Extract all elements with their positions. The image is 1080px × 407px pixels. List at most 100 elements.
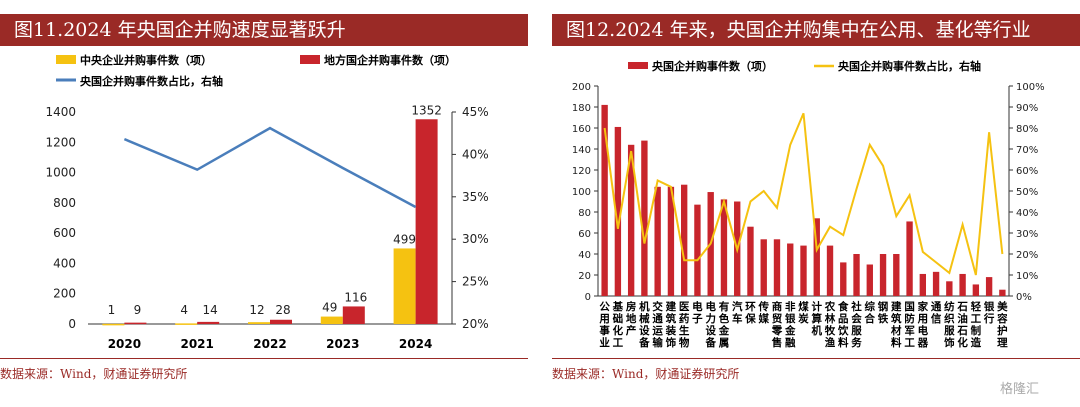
legend-label-central: 中央企业并购事件数（项）: [80, 53, 212, 67]
x-axis-category-label: 贸: [772, 312, 783, 325]
x-axis-category-label: 铁: [878, 312, 889, 325]
right-axis-tick-label: 70%: [1016, 145, 1038, 156]
right-chart-title: 图12.2024 年来，央国企并购集中在公用、基化等行业: [552, 14, 1080, 46]
legend-label-count: 央国企并购事件数（项）: [652, 59, 773, 73]
x-axis-category-label: 子: [692, 313, 703, 325]
x-axis-category-label: 筑: [665, 312, 677, 325]
x-axis-category-label: 织: [944, 312, 955, 325]
left-axis-tick-label: 80: [578, 208, 591, 219]
right-axis-tick-label: 45%: [462, 105, 489, 119]
bar-count: [959, 273, 966, 296]
x-axis-category-label: 商: [772, 300, 783, 313]
x-axis-category-label: 计: [812, 300, 823, 313]
left-axis-tick-label: 800: [53, 196, 76, 210]
right-axis-tick-label: 50%: [1016, 187, 1038, 198]
x-axis-category-label: 饰: [944, 336, 955, 349]
x-axis-category-label: 务: [851, 336, 862, 349]
x-axis-category-label: 容: [996, 312, 1008, 325]
x-axis-category-label: 会: [851, 312, 862, 325]
x-axis-category-label: 物: [679, 336, 690, 349]
x-axis-category-label: 渔: [825, 336, 836, 349]
x-axis-category-label: 材: [890, 324, 902, 337]
bar-count: [932, 271, 940, 296]
x-axis-category-label: 饮: [837, 324, 849, 337]
x-axis-category-label: 用: [598, 313, 610, 325]
data-label-central: 12: [249, 303, 264, 317]
x-axis-category-label: 林: [825, 312, 836, 325]
x-axis-category-label: 品: [838, 313, 849, 325]
legend-swatch-local: [300, 55, 320, 64]
left-axis-tick-label: 60: [578, 229, 591, 240]
x-axis-category-label: 2022: [253, 337, 286, 351]
watermark-logo: 格隆汇: [1000, 382, 1040, 397]
x-axis-category-label: 生: [679, 324, 690, 337]
x-axis-category-label: 色: [719, 312, 730, 325]
data-label-central: 499: [393, 232, 416, 246]
x-axis-category-label: 有: [719, 300, 730, 313]
x-axis-category-label: 器: [917, 337, 929, 349]
bar-central: [320, 316, 343, 324]
left-axis-tick-label: 140: [572, 145, 591, 156]
x-axis-category-label: 属: [718, 337, 730, 349]
x-axis-category-label: 设: [639, 324, 650, 337]
right-chart: 央国企并购事件数（项） 央国企并购事件数占比，右轴 0 20 40 60 80 100 120 1…: [572, 59, 1045, 349]
x-axis-category-label: 饰: [666, 336, 677, 349]
legend-label-local: 地方国企并购事件数（项）: [324, 53, 456, 67]
bar-count: [773, 239, 781, 296]
x-axis-category-label: 轻: [971, 300, 982, 313]
bar-local: [415, 119, 438, 324]
x-axis-category-label: 地: [626, 312, 637, 325]
bar-count: [919, 273, 927, 296]
x-axis-category-label: 行: [983, 312, 995, 325]
left-axis-tick-label: 0: [585, 292, 591, 303]
x-axis-category-label: 用: [917, 313, 929, 325]
right-axis-tick-label: 30%: [1016, 229, 1038, 240]
x-axis-category-label: 农: [824, 300, 836, 313]
x-axis-category-label: 综: [865, 300, 876, 313]
right-axis-tick-label: 25%: [462, 275, 489, 289]
bar-count: [694, 204, 701, 296]
x-axis-category-label: 造: [971, 336, 982, 349]
data-label-central: 49: [322, 301, 337, 315]
x-axis-category-label: 美: [997, 300, 1008, 313]
right-source-note: 数据来源：Wind，财通证券研究所: [552, 358, 1080, 382]
x-axis-category-label: 力: [705, 312, 716, 325]
right-axis-tick-label: 90%: [1016, 103, 1038, 114]
bar-count: [654, 186, 661, 296]
x-axis-category-label: 备: [638, 336, 650, 349]
bar-central: [102, 323, 125, 326]
x-axis-category-label: 纺: [944, 300, 955, 313]
left-axis-tick-label: 180: [572, 103, 591, 114]
bar-count: [747, 226, 754, 296]
x-axis-category-label: 料: [838, 336, 849, 349]
left-axis-tick-label: 1400: [45, 105, 76, 119]
right-axis-tick-label: 60%: [1016, 166, 1038, 177]
x-axis-category-label: 牧: [825, 324, 836, 337]
left-axis-tick-label: 20: [578, 271, 591, 282]
left-axis-tick-label: 400: [53, 256, 76, 270]
x-axis-category-label: 油: [957, 312, 968, 325]
data-label-local: 14: [203, 303, 218, 317]
x-axis-category-label: 传: [757, 300, 769, 313]
right-chart-panel: 图12.2024 年来，央国企并购集中在公用、基化等行业 央国企并购事件数（项）…: [552, 0, 1080, 407]
x-axis-category-label: 媒: [757, 312, 769, 325]
x-axis-category-label: 石: [956, 301, 968, 313]
bar-count: [906, 221, 913, 296]
x-axis-category-label: 械: [639, 312, 650, 325]
x-axis-category-label: 化: [613, 324, 624, 337]
left-axis-tick-label: 120: [572, 166, 591, 177]
x-axis-category-label: 服: [851, 325, 862, 337]
x-axis-category-label: 信: [931, 312, 942, 325]
x-axis-category-label: 理: [997, 337, 1008, 349]
ratio-line: [123, 126, 417, 209]
x-axis-category-label: 公: [599, 301, 610, 313]
bar-local: [197, 321, 220, 324]
data-label-local: 116: [344, 290, 367, 304]
left-axis-tick-label: 0: [68, 317, 76, 331]
data-label-central: 4: [180, 303, 188, 317]
bar-count: [853, 254, 860, 296]
bar-count: [866, 264, 873, 296]
right-axis-tick-label: 30%: [462, 232, 489, 246]
x-axis-category-label: 电: [705, 300, 716, 313]
x-axis-category-label: 工: [613, 337, 624, 349]
